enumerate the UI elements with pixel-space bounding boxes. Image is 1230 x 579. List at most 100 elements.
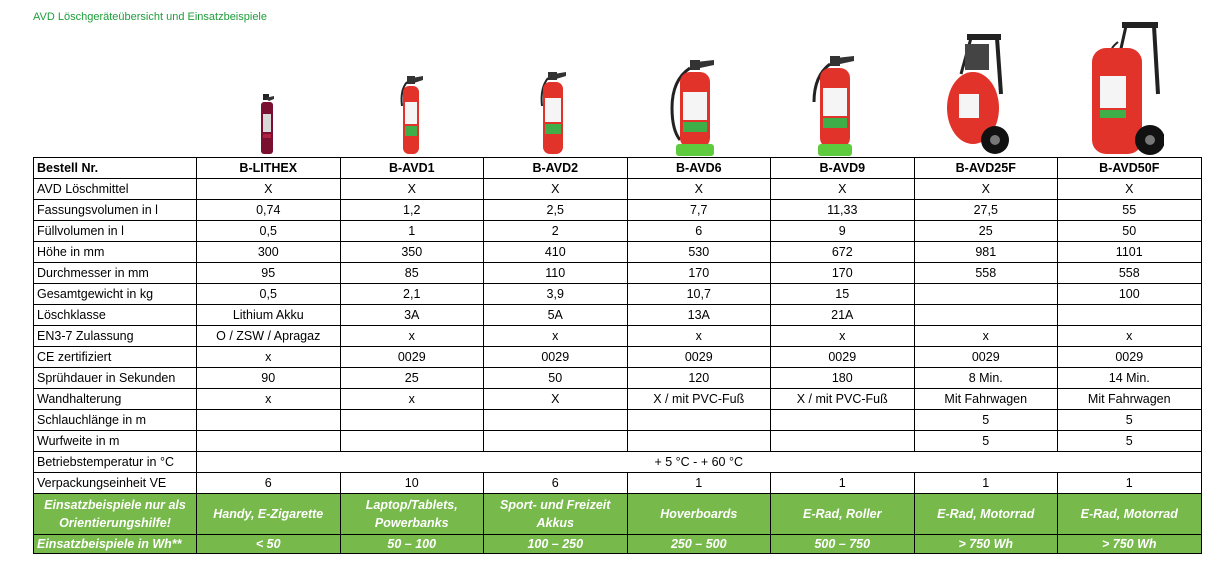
table-cell: 21A xyxy=(770,304,915,326)
row-label: Verpackungseinheit VE xyxy=(33,472,197,494)
table-cell: E-Rad, Motorrad xyxy=(913,493,1058,535)
wh-row: Einsatzbeispiele in Wh** < 50 50 – 100 1… xyxy=(33,534,1202,554)
header-cell: B-AVD25F xyxy=(913,157,1058,179)
table-cell: 1 xyxy=(339,220,484,242)
table-cell: 2,1 xyxy=(339,283,484,305)
row-label: Fassungsvolumen in l xyxy=(33,199,197,221)
table-cell: x xyxy=(626,325,771,347)
row-label: EN3-7 Zulassung xyxy=(33,325,197,347)
table-cell: Lithium Akku xyxy=(196,304,341,326)
table-cell: 0029 xyxy=(770,346,915,368)
table-cell: 0,5 xyxy=(196,220,341,242)
table-cell: 1 xyxy=(626,472,771,494)
table-cell: 10,7 xyxy=(626,283,771,305)
table-cell: 6 xyxy=(626,220,771,242)
table-header-row: Bestell Nr. B-LITHEX B-AVD1 B-AVD2 B-AVD… xyxy=(33,157,1202,179)
table-cell: 1 xyxy=(913,472,1058,494)
extinguisher-medium-icon xyxy=(670,60,714,156)
wheeled-extinguisher-icon xyxy=(947,34,1009,154)
table-cell: Hoverboards xyxy=(626,493,771,535)
table-cell: 50 xyxy=(483,367,628,389)
table-cell: 0029 xyxy=(1057,346,1202,368)
table-row: Wandhalterung x x X X / mit PVC-Fuß X / mit P… xyxy=(33,388,1202,410)
table-row: Füllvolumen in l 0,5 1 2 6 9 25 50 xyxy=(33,220,1202,242)
table-cell: X xyxy=(196,178,341,200)
table-cell: x xyxy=(196,388,341,410)
row-label: Einsatzbeispiele in Wh** xyxy=(33,534,197,554)
table-cell: Mit Fahrwagen xyxy=(1057,388,1202,410)
table-cell: 50 – 100 xyxy=(339,534,484,554)
temperature-row: Betriebstemperatur in °C + 5 °C - + 60 °… xyxy=(33,451,1202,473)
table-cell: > 750 Wh xyxy=(1057,534,1202,554)
extinguisher-small-icon xyxy=(540,72,566,154)
table-cell: 981 xyxy=(913,241,1058,263)
table-cell xyxy=(770,430,915,452)
packaging-row: Verpackungseinheit VE 6 10 6 1 1 1 1 xyxy=(33,472,1202,494)
row-label: Wandhalterung xyxy=(33,388,197,410)
table-row: CE zertifiziert x 0029 0029 0029 0029 0029 0029 xyxy=(33,346,1202,368)
table-cell: X xyxy=(483,388,628,410)
product-images xyxy=(196,20,1201,156)
table-cell: 2 xyxy=(483,220,628,242)
table-cell: X xyxy=(626,178,771,200)
table-cell: 110 xyxy=(483,262,628,284)
table-cell: 25 xyxy=(339,367,484,389)
table-cell: 0029 xyxy=(626,346,771,368)
table-cell: X / mit PVC-Fuß xyxy=(626,388,771,410)
page-title: AVD Löschgeräteübersicht und Einsatzbeis… xyxy=(33,11,267,23)
table-cell: 0029 xyxy=(913,346,1058,368)
table-cell: 100 – 250 xyxy=(483,534,628,554)
table-cell: x xyxy=(1057,325,1202,347)
table-cell xyxy=(483,409,628,431)
table-cell: Mit Fahrwagen xyxy=(913,388,1058,410)
table-cell: x xyxy=(483,325,628,347)
table-cell xyxy=(483,430,628,452)
table-cell: x xyxy=(913,325,1058,347)
table-cell: 5 xyxy=(1057,409,1202,431)
table-cell: 14 Min. xyxy=(1057,367,1202,389)
usage-row: Einsatzbeispiele nur als Orientierungshi… xyxy=(33,493,1202,535)
table-cell: 250 – 500 xyxy=(626,534,771,554)
table-cell: E-Rad, Roller xyxy=(770,493,915,535)
table-row: Fassungsvolumen in l 0,74 1,2 2,5 7,7 11,33 27… xyxy=(33,199,1202,221)
table-cell: Laptop/Tablets, Powerbanks xyxy=(339,493,484,535)
table-cell: X / mit PVC-Fuß xyxy=(770,388,915,410)
table-cell xyxy=(196,430,341,452)
table-cell: 3,9 xyxy=(483,283,628,305)
header-cell: B-AVD6 xyxy=(626,157,771,179)
table-cell: X xyxy=(1057,178,1202,200)
product-table: Bestell Nr. B-LITHEX B-AVD1 B-AVD2 B-AVD… xyxy=(33,157,1202,554)
table-cell: 300 xyxy=(196,241,341,263)
extinguisher-can-icon xyxy=(261,94,274,154)
table-cell: x xyxy=(770,325,915,347)
table-cell: 55 xyxy=(1057,199,1202,221)
extinguisher-small-icon xyxy=(400,76,423,154)
table-cell: 10 xyxy=(339,472,484,494)
row-label: Wurfweite in m xyxy=(33,430,197,452)
table-cell: 1 xyxy=(770,472,915,494)
table-cell: 9 xyxy=(770,220,915,242)
table-cell: > 750 Wh xyxy=(913,534,1058,554)
row-label: AVD Löschmittel xyxy=(33,178,197,200)
row-label: Gesamtgewicht in kg xyxy=(33,283,197,305)
row-label: Durchmesser in mm xyxy=(33,262,197,284)
extinguisher-medium-icon xyxy=(812,56,854,156)
table-cell: 5 xyxy=(1057,430,1202,452)
table-cell: 100 xyxy=(1057,283,1202,305)
table-cell: 25 xyxy=(913,220,1058,242)
table-cell: 85 xyxy=(339,262,484,284)
table-cell xyxy=(913,283,1058,305)
table-row: Löschklasse Lithium Akku 3A 5A 13A 21A xyxy=(33,304,1202,326)
table-cell: X xyxy=(483,178,628,200)
table-cell: 120 xyxy=(626,367,771,389)
table-cell: 7,7 xyxy=(626,199,771,221)
table-cell: x xyxy=(339,388,484,410)
table-cell: 27,5 xyxy=(913,199,1058,221)
row-label: Sprühdauer in Sekunden xyxy=(33,367,197,389)
table-cell: 3A xyxy=(339,304,484,326)
table-row: Sprühdauer in Sekunden 90 25 50 120 180 8 Min.… xyxy=(33,367,1202,389)
header-cell: B-AVD1 xyxy=(339,157,484,179)
table-cell: 1,2 xyxy=(339,199,484,221)
table-cell: 500 – 750 xyxy=(770,534,915,554)
